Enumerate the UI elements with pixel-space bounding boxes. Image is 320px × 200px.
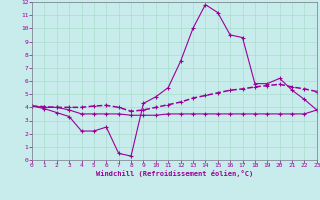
X-axis label: Windchill (Refroidissement éolien,°C): Windchill (Refroidissement éolien,°C) — [96, 170, 253, 177]
